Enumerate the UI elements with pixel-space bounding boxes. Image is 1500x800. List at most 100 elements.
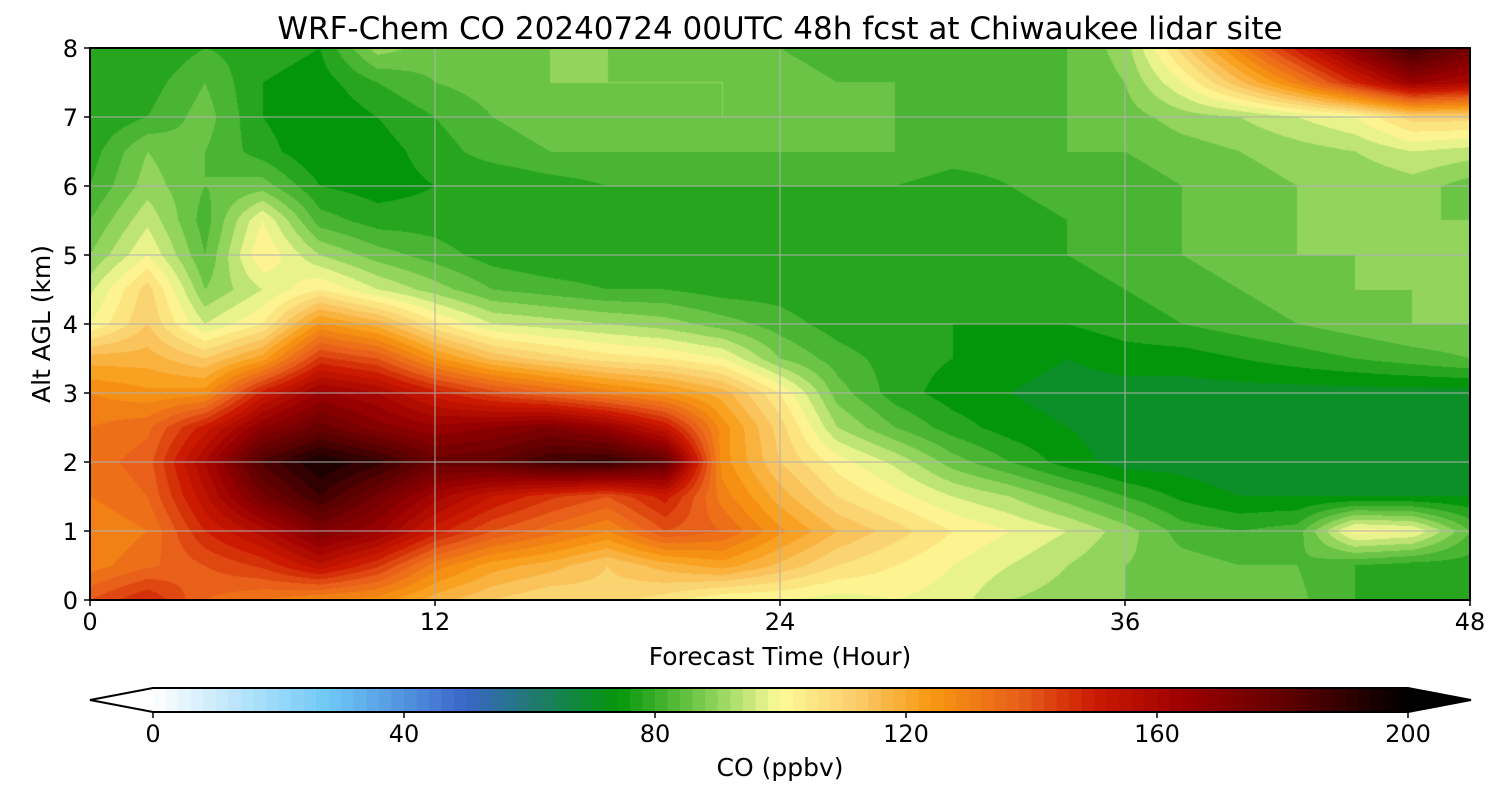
colorbar-swatch bbox=[203, 688, 217, 712]
colorbar-swatch bbox=[1119, 688, 1133, 712]
colorbar-swatch bbox=[1044, 688, 1058, 712]
colorbar-tick-label: 160 bbox=[1134, 720, 1180, 748]
colorbar-swatch bbox=[278, 688, 292, 712]
colorbar-tick-label: 120 bbox=[883, 720, 929, 748]
colorbar-swatch bbox=[1370, 688, 1384, 712]
colorbar-swatch bbox=[341, 688, 355, 712]
colorbar-swatch bbox=[215, 688, 229, 712]
colorbar-swatch bbox=[1345, 688, 1359, 712]
colorbar-swatch bbox=[730, 688, 744, 712]
colorbar-swatches bbox=[153, 688, 1409, 712]
colorbar-swatch bbox=[391, 688, 405, 712]
colorbar-swatch bbox=[617, 688, 631, 712]
colorbar-swatch bbox=[780, 688, 794, 712]
colorbar-swatch bbox=[491, 688, 505, 712]
colorbar-swatch bbox=[353, 688, 367, 712]
colorbar-swatch bbox=[479, 688, 493, 712]
y-tick-label: 4 bbox=[63, 311, 78, 339]
colorbar-swatch bbox=[1069, 688, 1083, 712]
colorbar-ticks: 0 40 80 120 160 200 bbox=[145, 712, 1431, 748]
colorbar-swatch bbox=[1395, 688, 1409, 712]
colorbar-swatch bbox=[153, 688, 167, 712]
colorbar-swatch bbox=[705, 688, 719, 712]
x-axis: 0 12 24 36 48 bbox=[82, 600, 1485, 636]
colorbar-swatch bbox=[1031, 688, 1045, 712]
colorbar-swatch bbox=[1131, 688, 1146, 712]
y-tick-label: 2 bbox=[63, 449, 78, 477]
x-tick-label: 12 bbox=[420, 608, 451, 636]
colorbar-tick-label: 0 bbox=[145, 720, 160, 748]
colorbar-swatch bbox=[1144, 688, 1158, 712]
colorbar-swatch bbox=[291, 688, 305, 712]
colorbar-extend-high bbox=[1408, 688, 1471, 712]
x-axis-title: Forecast Time (Hour) bbox=[649, 642, 912, 671]
chart-title: WRF-Chem CO 20240724 00UTC 48h fcst at C… bbox=[277, 11, 1282, 47]
y-axis-title: Alt AGL (km) bbox=[27, 245, 56, 403]
colorbar-swatch bbox=[516, 688, 531, 712]
colorbar-swatch bbox=[529, 688, 543, 712]
colorbar-swatch bbox=[429, 688, 443, 712]
colorbar-swatch bbox=[793, 688, 807, 712]
colorbar-swatch bbox=[1232, 688, 1246, 712]
colorbar-swatch bbox=[667, 688, 681, 712]
colorbar-swatch bbox=[1081, 688, 1095, 712]
colorbar-swatch bbox=[1320, 688, 1334, 712]
colorbar-swatch bbox=[378, 688, 393, 712]
colorbar-swatch bbox=[454, 688, 468, 712]
colorbar-swatch bbox=[805, 688, 819, 712]
colorbar-swatch bbox=[190, 688, 204, 712]
colorbar-swatch bbox=[1094, 688, 1108, 712]
colorbar-swatch bbox=[1106, 688, 1120, 712]
colorbar-swatch bbox=[592, 688, 606, 712]
colorbar-swatch bbox=[178, 688, 192, 712]
colorbar-swatch bbox=[843, 688, 857, 712]
y-tick-label: 0 bbox=[63, 587, 78, 615]
colorbar: 0 40 80 120 160 200 CO (ppbv) bbox=[89, 687, 1472, 782]
colorbar-swatch bbox=[265, 688, 280, 712]
colorbar-swatch bbox=[1382, 688, 1397, 712]
colorbar-swatch bbox=[742, 688, 756, 712]
colorbar-swatch bbox=[717, 688, 731, 712]
colorbar-swatch bbox=[579, 688, 593, 712]
colorbar-swatch bbox=[328, 688, 342, 712]
colorbar-swatch bbox=[906, 688, 920, 712]
y-tick-label: 7 bbox=[63, 104, 78, 132]
y-tick-label: 1 bbox=[63, 518, 78, 546]
x-tick-label: 36 bbox=[1110, 608, 1141, 636]
y-tick-label: 6 bbox=[63, 173, 78, 201]
colorbar-swatch bbox=[655, 688, 669, 712]
colorbar-swatch bbox=[931, 688, 945, 712]
y-tick-label: 3 bbox=[63, 380, 78, 408]
colorbar-swatch bbox=[755, 688, 769, 712]
colorbar-swatch bbox=[868, 688, 882, 712]
colorbar-swatch bbox=[1257, 688, 1271, 712]
colorbar-swatch bbox=[466, 688, 480, 712]
colorbar-tick-label: 40 bbox=[389, 720, 420, 748]
colorbar-swatch bbox=[1219, 688, 1233, 712]
colorbar-swatch bbox=[1332, 688, 1346, 712]
colorbar-swatch bbox=[165, 688, 179, 712]
colorbar-swatch bbox=[692, 688, 706, 712]
colorbar-swatch bbox=[1244, 688, 1258, 712]
colorbar-swatch bbox=[228, 688, 242, 712]
colorbar-swatch bbox=[504, 688, 518, 712]
colorbar-tick-label: 200 bbox=[1385, 720, 1431, 748]
colorbar-swatch bbox=[1307, 688, 1321, 712]
colorbar-swatch bbox=[880, 688, 895, 712]
colorbar-swatch bbox=[1269, 688, 1284, 712]
x-tick-label: 24 bbox=[765, 608, 796, 636]
colorbar-swatch bbox=[316, 688, 330, 712]
colorbar-swatch bbox=[830, 688, 844, 712]
colorbar-swatch bbox=[253, 688, 267, 712]
y-tick-label: 8 bbox=[63, 35, 78, 63]
colorbar-swatch bbox=[767, 688, 782, 712]
y-axis: 0 1 2 3 4 5 6 7 8 bbox=[63, 35, 90, 615]
colorbar-swatch bbox=[366, 688, 380, 712]
colorbar-swatch bbox=[1357, 688, 1371, 712]
colorbar-swatch bbox=[1056, 688, 1070, 712]
colorbar-swatch bbox=[642, 688, 656, 712]
x-tick-label: 0 bbox=[82, 608, 97, 636]
colorbar-extend-low bbox=[90, 688, 153, 712]
